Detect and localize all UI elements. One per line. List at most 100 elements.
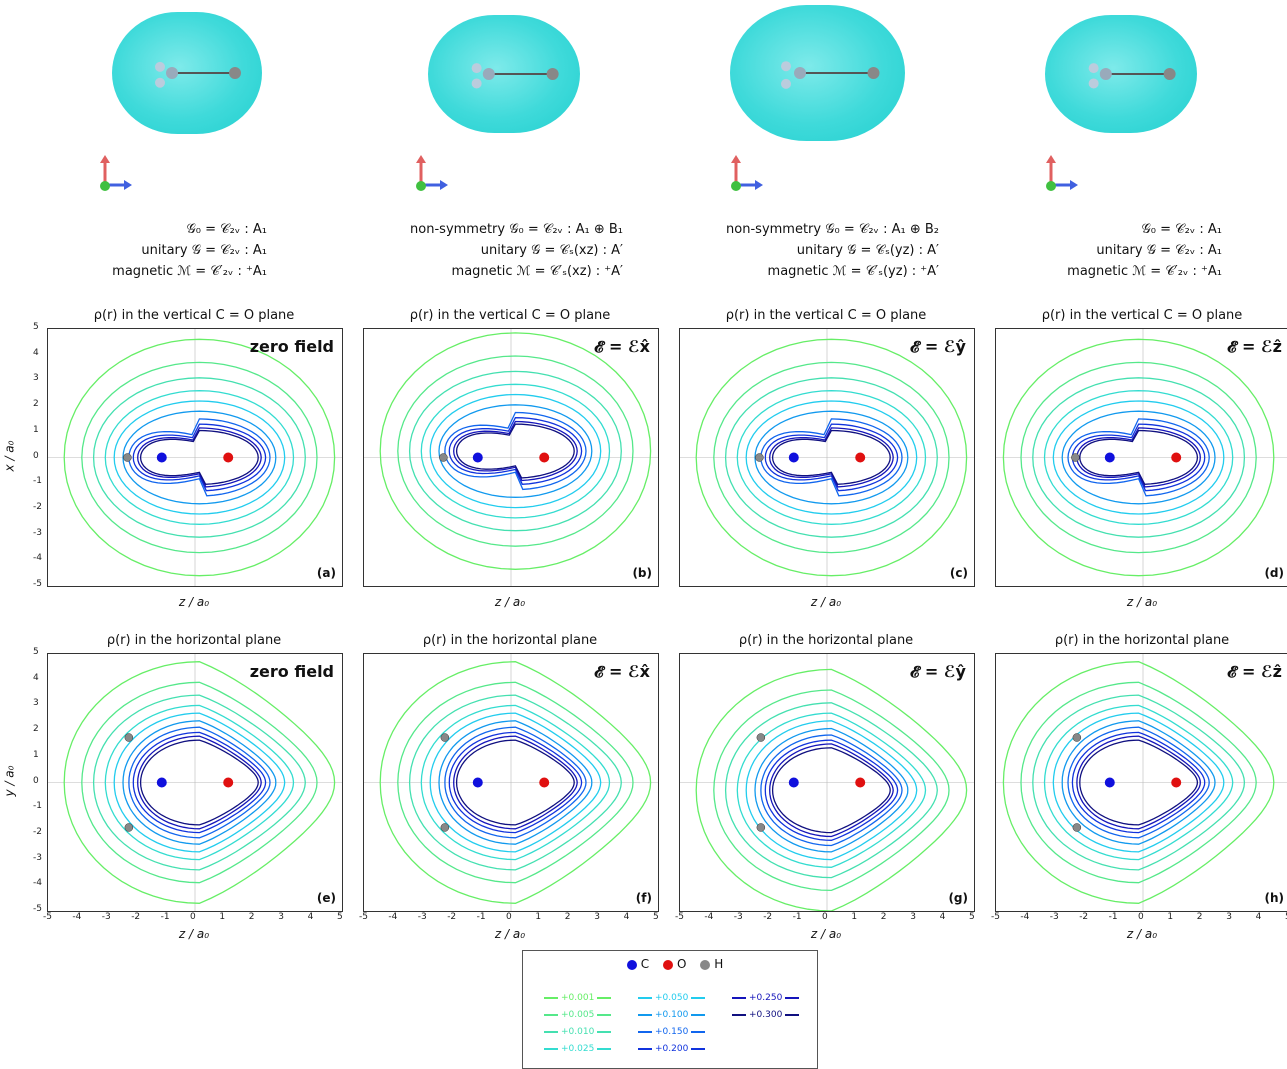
x-tick-label: -5 <box>359 912 368 922</box>
horizontal-plane-contour-panel: 𝓔 = ℰx̂ (f) <box>363 653 659 912</box>
contour-line <box>81 361 318 554</box>
vertical-plane-contour-panel: zero field (a) <box>47 328 343 587</box>
symmetry-info: non-symmetry 𝒢₀ = 𝒞₂ᵥ : A₁ ⊕ B₁ unitary 𝒢… <box>410 219 623 282</box>
electron-density-isosurface <box>428 15 580 133</box>
x-tick-label: 3 <box>910 912 916 922</box>
contour-plot <box>364 654 658 911</box>
contour-line <box>745 720 918 861</box>
symmetry-line: magnetic ℳ = 𝒞′₂ᵥ : ⁺A₁ <box>1067 264 1222 279</box>
carbon-atom <box>788 452 799 463</box>
x-axis-label: z / a₀ <box>494 927 526 941</box>
panel-title: ρ(r) in the vertical C = O plane <box>725 308 927 323</box>
panel-letter: (a) <box>316 566 336 580</box>
legend-level: +0.100 <box>635 1010 708 1020</box>
molecule-icon <box>781 61 880 89</box>
field-label: 𝓔 = ℰŷ <box>910 662 966 681</box>
panel-title: ρ(r) in the horizontal plane <box>106 633 282 648</box>
legend-line <box>691 1047 706 1050</box>
symmetry-line: 𝒢₀ = 𝒞₂ᵥ : A₁ <box>1141 222 1222 237</box>
panel-letter: (d) <box>1264 566 1284 580</box>
contour-line <box>379 661 652 904</box>
hydrogen-atom <box>124 823 134 832</box>
x-tick-label: -1 <box>1108 912 1118 922</box>
panel-letter: (g) <box>948 891 968 905</box>
symmetry-line: 𝒢₀ = 𝒞₂ᵥ : A₁ <box>186 222 267 237</box>
legend-line <box>691 996 706 999</box>
x-tick-label: 4 <box>307 912 314 922</box>
legend-level: +0.050 <box>635 993 708 1003</box>
x-tick-label: 4 <box>939 912 946 922</box>
contour-line <box>745 400 918 515</box>
contour-line <box>132 423 267 492</box>
y-tick-label: 2 <box>33 399 39 410</box>
field-label: zero field <box>249 337 334 356</box>
carbon-atom <box>1104 452 1115 463</box>
legend-line <box>544 996 558 999</box>
carbon-atom <box>788 777 799 788</box>
panel-title: ρ(r) in the vertical C = O plane <box>93 308 295 323</box>
contour-plot <box>680 329 974 586</box>
carbon-atom <box>156 452 167 463</box>
panel-title: ρ(r) in the horizontal plane <box>1054 633 1230 648</box>
x-tick-label: 5 <box>1285 912 1287 922</box>
contour-line <box>137 735 262 830</box>
contour-line <box>1076 735 1201 830</box>
legend-level: +0.010 <box>541 1027 614 1037</box>
x-tick-label: -3 <box>417 912 427 922</box>
contour-line <box>408 370 622 532</box>
contour-line <box>408 694 622 871</box>
legend-level-label: +0.025 <box>561 1044 595 1054</box>
horizontal-plane-contour-panel: 𝓔 = ℰŷ (g) <box>679 653 975 912</box>
x-tick-label: 5 <box>337 912 343 922</box>
oxygen-atom <box>1171 452 1182 463</box>
panel-letter: (h) <box>1264 891 1284 905</box>
contour-line <box>113 400 286 515</box>
contour-line <box>764 423 899 492</box>
contour-line <box>397 681 634 884</box>
x-tick-label: -4 <box>388 912 398 922</box>
electron-density-isosurface <box>730 5 905 141</box>
x-tick-label: -1 <box>476 912 486 922</box>
field-label: zero field <box>249 662 334 681</box>
vertical-plane-contour-panel: 𝓔 = ℰŷ (c) <box>679 328 975 587</box>
hydrogen-atom <box>440 823 450 832</box>
contour-line <box>455 423 575 479</box>
hydrogen-atom <box>440 733 450 742</box>
x-tick-label: 3 <box>594 912 600 922</box>
y-tick-label: 3 <box>33 373 39 384</box>
oxygen-atom <box>855 452 866 463</box>
panel-letter: (c) <box>949 566 968 580</box>
contour-line <box>769 743 894 838</box>
hydrogen-atom <box>1071 453 1080 462</box>
x-tick-label: -2 <box>763 912 773 922</box>
panel-title: ρ(r) in the vertical C = O plane <box>409 308 611 323</box>
x-tick-label: 5 <box>969 912 975 922</box>
x-axis-label: z / a₀ <box>178 927 210 941</box>
horizontal-plane-contour-panel: 𝓔 = ℰẑ (h) <box>995 653 1287 912</box>
legend-level-label: +0.050 <box>655 993 689 1003</box>
field-label: 𝓔 = ℰẑ <box>1227 337 1282 356</box>
contour-line <box>695 668 968 911</box>
y-tick-label: 1 <box>33 424 39 435</box>
x-tick-label: -5 <box>43 912 52 922</box>
oxygen-atom <box>855 777 866 788</box>
contour-line <box>764 739 899 841</box>
symmetry-line: magnetic ℳ = 𝒞′ₛ(xz) : ⁺A′ <box>451 264 623 279</box>
hydrogen-atom <box>124 733 134 742</box>
legend-line <box>544 1047 558 1050</box>
oxygen-atom <box>223 452 234 463</box>
legend-level-label: +0.001 <box>561 993 595 1003</box>
contour-line <box>455 739 575 826</box>
symmetry-line: magnetic ℳ = 𝒞′ₛ(yz) : ⁺A′ <box>767 264 939 279</box>
vertical-plane-contour-panel: 𝓔 = ℰx̂ (b) <box>363 328 659 587</box>
legend-level-label: +0.200 <box>655 1044 689 1054</box>
contour-line <box>453 420 578 482</box>
y-tick-label: 4 <box>33 347 39 358</box>
legend-atom-c-dot <box>626 959 637 970</box>
contour-line <box>724 702 938 879</box>
legend-line <box>597 1030 612 1033</box>
oxygen-atom <box>223 777 234 788</box>
symmetry-line: non-symmetry 𝒢₀ = 𝒞₂ᵥ : A₁ ⊕ B₁ <box>410 222 623 237</box>
contour-line <box>760 734 903 847</box>
oxygen-atom <box>539 777 550 788</box>
